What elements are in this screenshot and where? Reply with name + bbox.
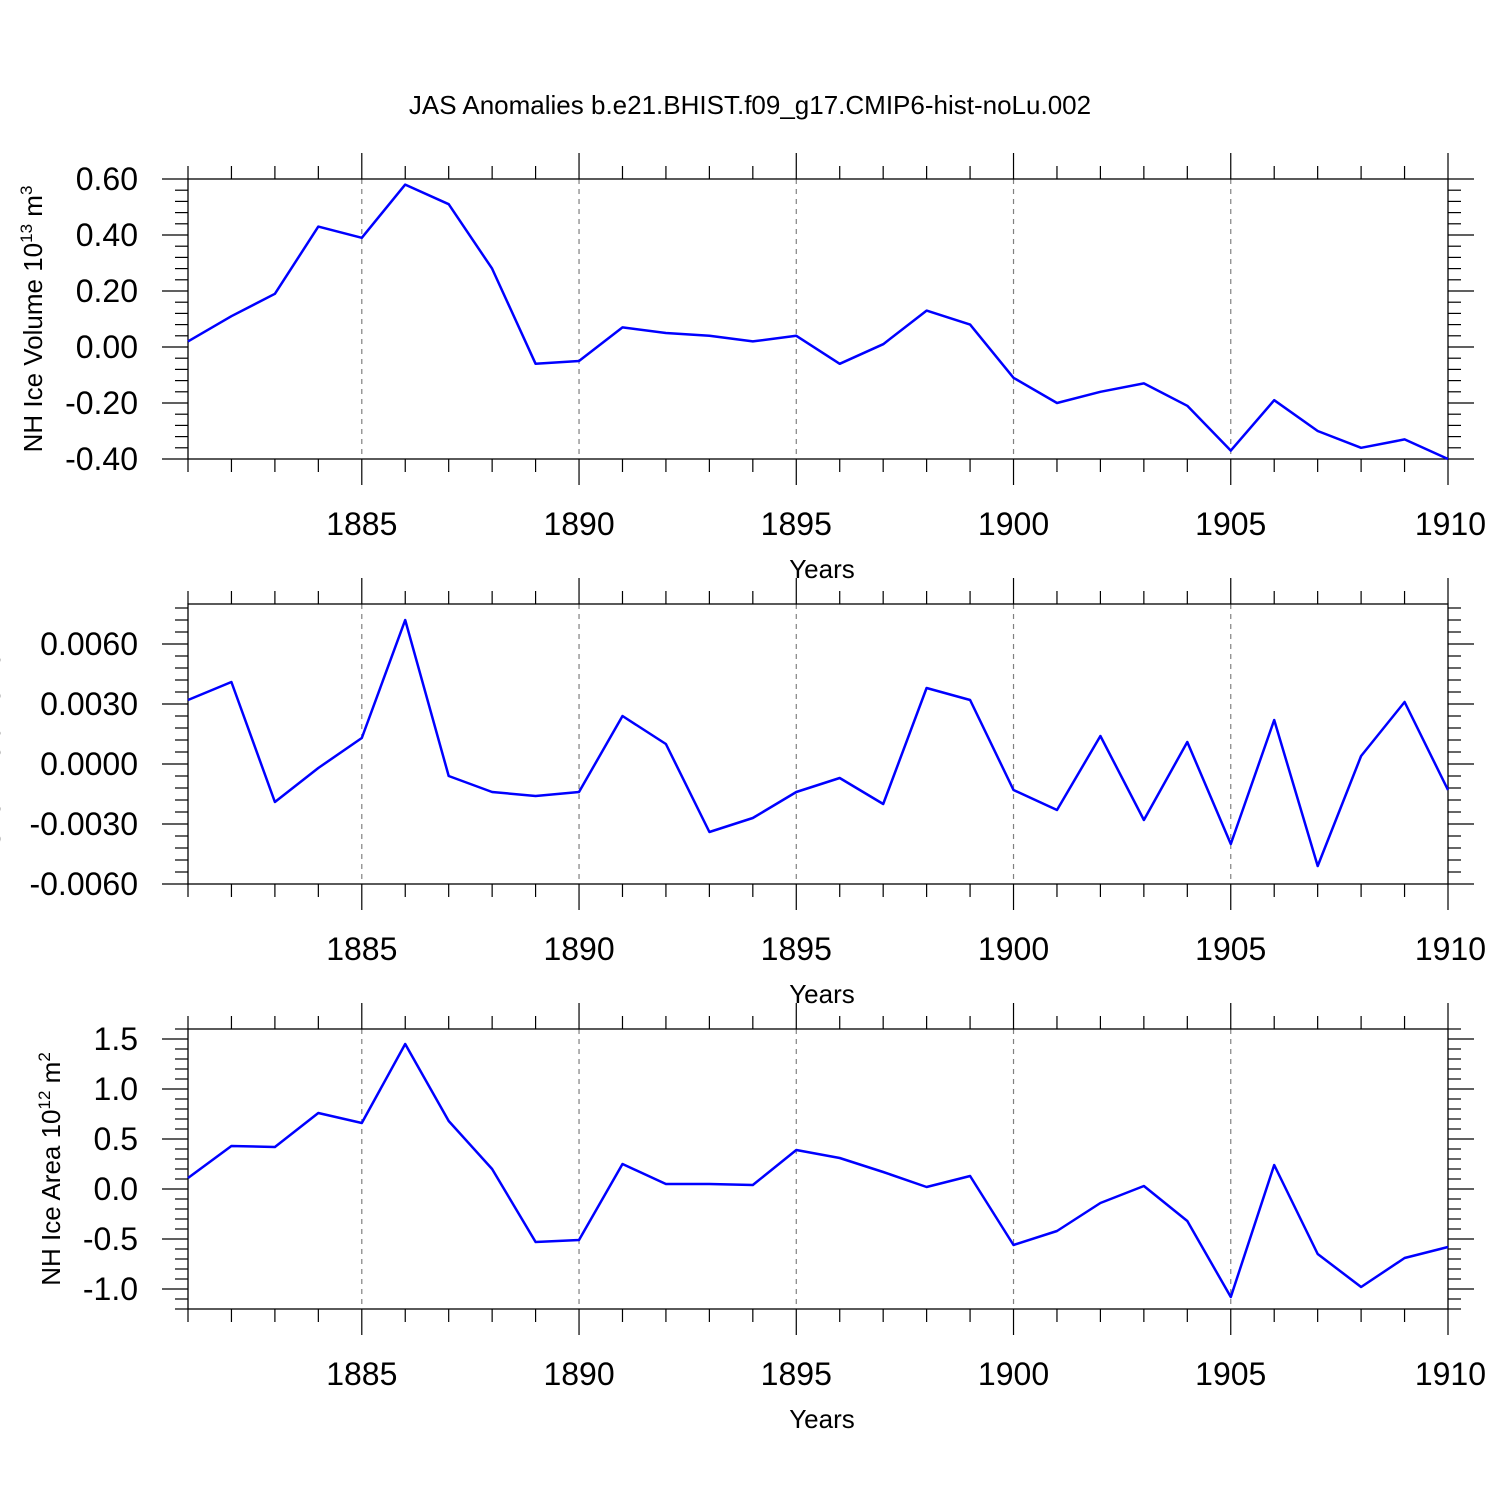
x-tick-label: 1905 (1195, 506, 1266, 542)
y-tick-label: 0.0 (94, 1171, 138, 1207)
x-tick-label: 1900 (978, 931, 1049, 967)
x-axis-label: Years (789, 554, 855, 584)
x-tick-label: 1905 (1195, 931, 1266, 967)
panels: -0.40 -0.20 0.00 0.20 0.40 0.60 1885 1890 1895 19… (0, 153, 1486, 1434)
y-tick-label: 0.60 (76, 161, 138, 197)
y-axis-label-exponent: 12 (35, 1091, 54, 1110)
x-tick-label: 1910 (1415, 1356, 1486, 1392)
y-tick-label: -0.0060 (29, 866, 138, 902)
x-axis-label: Years (789, 1404, 855, 1434)
x-tick-label: 1900 (978, 1356, 1049, 1392)
y-axis-label-unit-exponent: 3 (17, 186, 36, 195)
y-tick-label: 0.40 (76, 217, 138, 253)
y-tick-label: -0.20 (65, 385, 138, 421)
x-tick-label: 1885 (326, 1356, 397, 1392)
y-axis-label-unit: m (0, 605, 6, 634)
x-axis-label: Years (789, 979, 855, 1009)
y-axis-label-exponent: 13 (17, 224, 36, 243)
y-axis-label-unit: m (36, 1062, 66, 1091)
x-tick-label: 1900 (978, 506, 1049, 542)
x-tick-label: 1885 (326, 931, 397, 967)
series-line-2 (187, 618, 1450, 868)
y-tick-label: -0.40 (65, 441, 138, 477)
x-tick-label: 1890 (543, 931, 614, 967)
x-tick-label: 1895 (761, 931, 832, 967)
chart-panel-2: -0.0060 -0.0030 0.0000 0.0030 0.0060 1885 1890… (0, 578, 1486, 1009)
y-axis-label-text: NH Snow Volume 10 (0, 653, 6, 893)
x-tick-label: 1910 (1415, 506, 1486, 542)
y-axis-label: NH Ice Volume 1013 m3 (17, 186, 48, 453)
figure-title: JAS Anomalies b.e21.BHIST.f09_g17.CMIP6-… (409, 90, 1091, 120)
y-axis-label-text: NH Ice Area 10 (36, 1109, 66, 1285)
y-tick-label: 0.0030 (40, 686, 138, 722)
series-line-3 (187, 1042, 1449, 1299)
y-tick-label: 0.5 (94, 1121, 138, 1157)
x-tick-label: 1905 (1195, 1356, 1266, 1392)
series-line-1 (187, 183, 1449, 461)
y-tick-label: 0.00 (76, 329, 138, 365)
plot-frame (187, 603, 1449, 885)
x-tick-label: 1885 (326, 506, 397, 542)
y-axis-label-unit-exponent: 2 (35, 1052, 54, 1061)
plot-frame (187, 1028, 1449, 1310)
y-tick-label: 1.5 (94, 1021, 138, 1057)
x-tick-label: 1895 (761, 1356, 832, 1392)
y-tick-label: 0.0000 (40, 746, 138, 782)
x-tick-label: 1890 (543, 1356, 614, 1392)
y-tick-label: 1.0 (94, 1071, 138, 1107)
plot-frame (187, 178, 1449, 460)
y-axis-label: NH Snow Volume 1013 m3 (0, 595, 6, 892)
chart-panel-1: -0.40 -0.20 0.00 0.20 0.40 0.60 1885 1890 1895 19… (17, 153, 1486, 584)
chart-panel-3: -1.0 -0.5 0.0 0.5 1.0 1.5 1885 1890 1895 1900 1905… (35, 1003, 1486, 1434)
y-axis-label-unit: m (18, 195, 48, 224)
y-tick-label: -1.0 (83, 1271, 138, 1307)
y-tick-label: 0.20 (76, 273, 138, 309)
x-tick-label: 1895 (761, 506, 832, 542)
x-tick-label: 1910 (1415, 931, 1486, 967)
y-axis-label: NH Ice Area 1012 m2 (35, 1052, 66, 1286)
x-tick-label: 1890 (543, 506, 614, 542)
y-tick-label: -0.5 (83, 1221, 138, 1257)
y-tick-label: 0.0060 (40, 626, 138, 662)
y-tick-label: -0.0030 (29, 806, 138, 842)
y-axis-label-text: NH Ice Volume 10 (18, 243, 48, 453)
